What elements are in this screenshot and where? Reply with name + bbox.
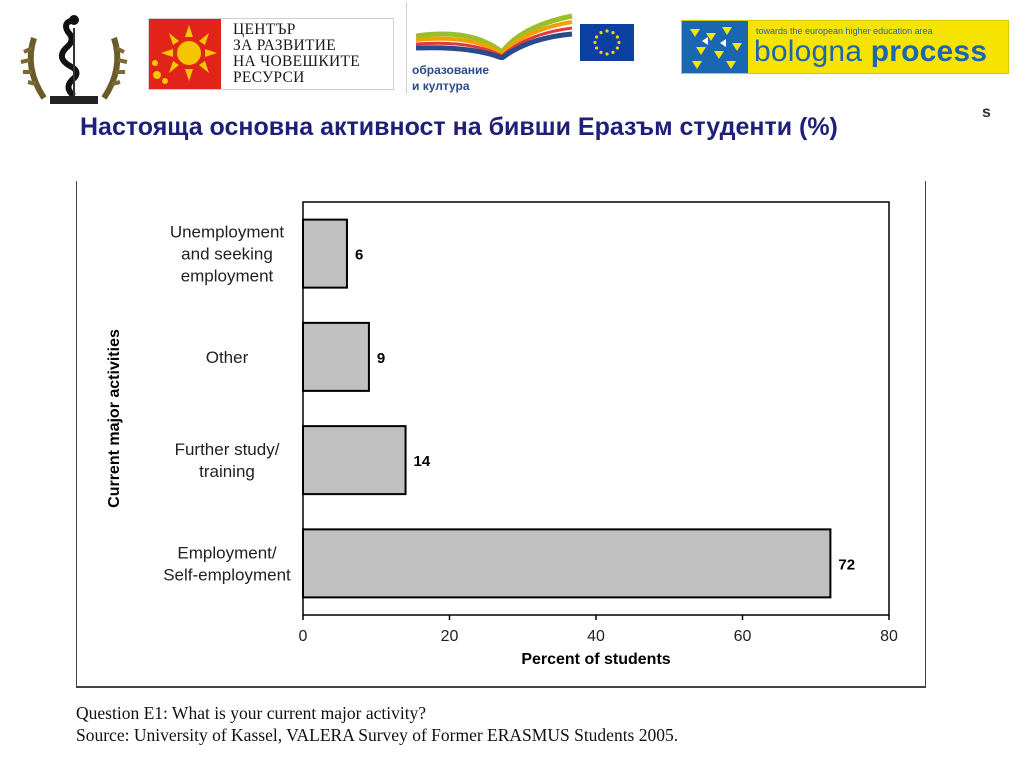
data-label: 72 xyxy=(838,556,855,573)
bar-chart: 6 Unemployment and seeking employment 9 Other… xyxy=(106,201,898,668)
category-label: Further study/ xyxy=(175,440,280,459)
bologna-word: bologna xyxy=(754,35,863,68)
chart-footnote: Question E1: What is your current major … xyxy=(76,702,678,746)
university-seal-logo xyxy=(14,8,134,112)
hrdc-logo-line: ЦЕНТЪР xyxy=(233,21,296,38)
llp-logo-line: и култура xyxy=(412,79,470,93)
bar xyxy=(302,218,348,289)
category-label: training xyxy=(199,462,255,481)
hrdc-logo-line: НА ЧОВЕШКИТЕ xyxy=(233,53,361,70)
y-axis-label: Current major activities xyxy=(106,329,123,508)
eu-flag-icon xyxy=(580,24,634,61)
lifelong-learning-logo: образование и култура xyxy=(412,8,576,94)
bar xyxy=(302,321,370,392)
x-tick-label: 20 xyxy=(441,628,459,645)
question-note: Question E1: What is your current major … xyxy=(76,703,427,723)
chart-frame: 6 Unemployment and seeking employment 9 Other… xyxy=(76,181,926,688)
bar xyxy=(302,425,407,496)
hrdc-logo-line: РЕСУРСИ xyxy=(233,69,305,86)
category-label: Other xyxy=(206,348,249,367)
x-axis-label: Percent of students xyxy=(521,651,670,668)
x-tick-label: 0 xyxy=(299,628,308,645)
swoosh-icon xyxy=(415,13,573,61)
hrdc-logo: ЦЕНТЪР ЗА РАЗВИТИЕ НА ЧОВЕШКИТЕ РЕСУРСИ xyxy=(148,18,394,90)
data-label: 6 xyxy=(355,247,363,264)
hrdc-logo-line: ЗА РАЗВИТИЕ xyxy=(233,37,337,54)
data-label: 9 xyxy=(377,350,385,367)
category-label: Unemployment xyxy=(170,223,285,242)
arrows-icon xyxy=(682,21,748,73)
slide-title: Настояща основна активност на бивши Ераз… xyxy=(80,113,838,141)
stray-glyph: s xyxy=(982,104,991,121)
bar xyxy=(302,528,832,599)
category-label: Employment/ xyxy=(177,543,276,562)
bologna-process-logo: towards the european higher education ar… xyxy=(681,20,1009,74)
logo-divider xyxy=(406,2,407,94)
llp-logo-line: образование xyxy=(412,63,490,77)
category-label: and seeking xyxy=(181,245,273,264)
data-label: 14 xyxy=(414,453,431,470)
process-word: process xyxy=(870,35,988,68)
x-tick-label: 80 xyxy=(880,628,898,645)
category-label: employment xyxy=(181,267,274,286)
bologna-wordmark: bologna process xyxy=(754,36,987,68)
x-tick-label: 40 xyxy=(587,628,605,645)
sun-icon xyxy=(149,19,221,89)
source-note: Source: University of Kassel, VALERA Sur… xyxy=(76,725,679,745)
bologna-tagline: towards the european higher education ar… xyxy=(756,26,933,36)
x-tick-label: 60 xyxy=(734,628,752,645)
category-label: Self-employment xyxy=(163,565,291,584)
